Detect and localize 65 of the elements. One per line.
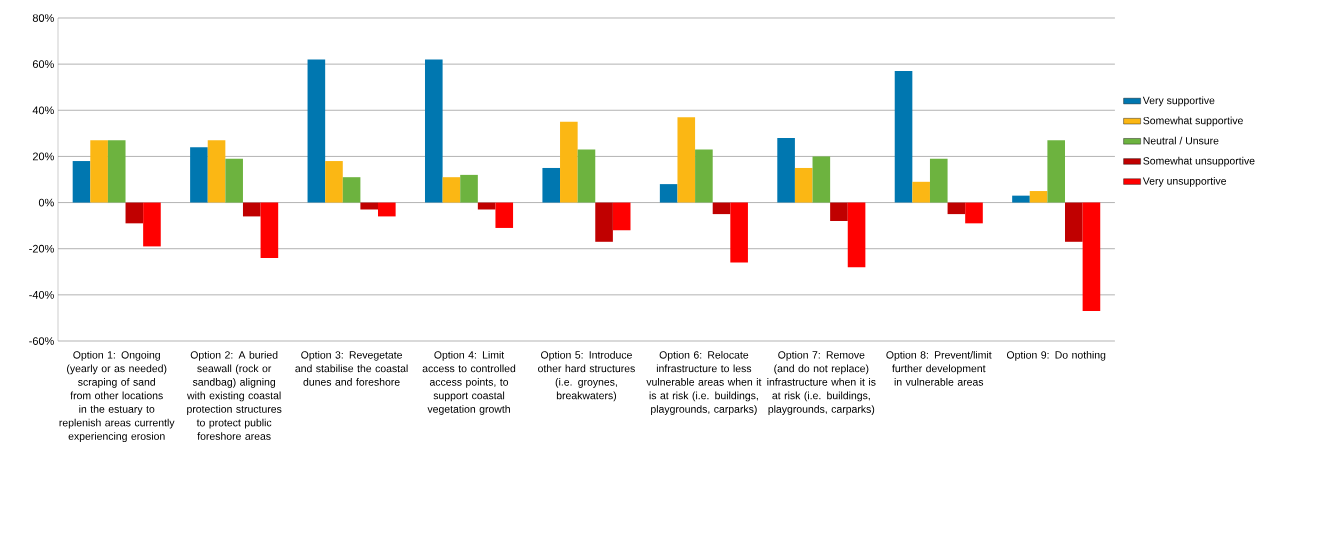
legend-label: Very unsupportive bbox=[1142, 177, 1227, 187]
x-tick-label: Option 1: Ongoing (yearly or as needed) scraping of sand from other locations in the estuary to replenish areas currently experiencing erosion bbox=[59, 350, 175, 442]
bar bbox=[777, 137, 795, 203]
y-tick-label: 80% bbox=[32, 14, 54, 22]
bar bbox=[1012, 195, 1030, 203]
x-tick-label: Option 5: Introduce other hard structures (i.e. groynes, breakwaters) bbox=[538, 350, 635, 402]
x-tick-label: Option 8: Prevent/limit further development in vulnerable areas bbox=[886, 350, 992, 386]
bar bbox=[612, 202, 631, 231]
bar bbox=[307, 59, 326, 203]
y-tick-label: 40% bbox=[32, 106, 54, 115]
y-tick-label: -40% bbox=[29, 290, 54, 299]
bar bbox=[107, 140, 126, 203]
legend-label: Neutral / Unsure bbox=[1143, 136, 1219, 145]
bar bbox=[143, 202, 161, 247]
bar bbox=[965, 202, 983, 224]
bar bbox=[847, 202, 866, 268]
bar bbox=[1065, 202, 1083, 242]
bar bbox=[912, 181, 930, 203]
bar bbox=[424, 59, 443, 203]
bar bbox=[947, 202, 966, 215]
bar bbox=[542, 167, 561, 203]
bar bbox=[794, 167, 813, 203]
x-tick-label: Option 9: Do nothing bbox=[1006, 350, 1106, 361]
bar bbox=[125, 202, 144, 224]
legend-label: Somewhat unsupportive bbox=[1143, 156, 1255, 167]
bar bbox=[712, 202, 731, 215]
bar bbox=[190, 147, 208, 203]
x-tick-label: Option 2: A buried seawall (rock or sandbag) aligning with existing coastal protection structures to protect public foreshore areas bbox=[187, 350, 282, 440]
bar bbox=[225, 158, 243, 203]
bar bbox=[342, 177, 361, 203]
x-tick-label: Option 3: Revegetate and stabilise the coastal dunes and foreshore bbox=[295, 350, 408, 386]
bar bbox=[812, 156, 831, 203]
bar bbox=[929, 158, 948, 203]
bar bbox=[495, 202, 514, 228]
bar bbox=[460, 174, 478, 203]
bar bbox=[260, 202, 279, 258]
y-tick-label: -60% bbox=[29, 337, 54, 345]
bar bbox=[830, 202, 848, 222]
legend-label: Very supportive bbox=[1142, 96, 1215, 107]
bar bbox=[577, 149, 596, 203]
bar bbox=[1029, 191, 1048, 203]
bar bbox=[695, 149, 713, 203]
bar bbox=[659, 184, 678, 203]
bar bbox=[325, 161, 343, 203]
bar bbox=[207, 140, 226, 203]
x-tick-label: Option 4: Limit access to controlled access points, to support coastal vegetation growth bbox=[422, 350, 516, 415]
y-tick-label: 60% bbox=[32, 60, 54, 69]
bar bbox=[90, 140, 108, 203]
x-tick-label: Option 6: Relocate infrastructure to less vulnerable areas when it is at risk (i.e. buildings, playgrounds, carparks) bbox=[646, 350, 762, 415]
x-tick-label: Option 7: Remove (and do not replace) infrastructure when it is at risk (i.e. buildings, playgrounds, carparks) bbox=[767, 350, 876, 415]
y-tick-label: -20% bbox=[29, 244, 54, 253]
bar bbox=[1082, 202, 1101, 312]
bar bbox=[730, 202, 748, 263]
bar bbox=[560, 121, 578, 203]
bar bbox=[1047, 140, 1066, 203]
bar bbox=[378, 202, 396, 217]
bar bbox=[894, 71, 913, 203]
legend-label: Somewhat supportive bbox=[1143, 116, 1243, 127]
y-tick-label: 0% bbox=[38, 198, 54, 207]
bar bbox=[242, 202, 261, 217]
y-tick-label: 20% bbox=[32, 152, 54, 161]
bar bbox=[442, 177, 461, 203]
bar bbox=[677, 117, 696, 203]
bar bbox=[72, 161, 91, 203]
bar bbox=[595, 202, 613, 242]
